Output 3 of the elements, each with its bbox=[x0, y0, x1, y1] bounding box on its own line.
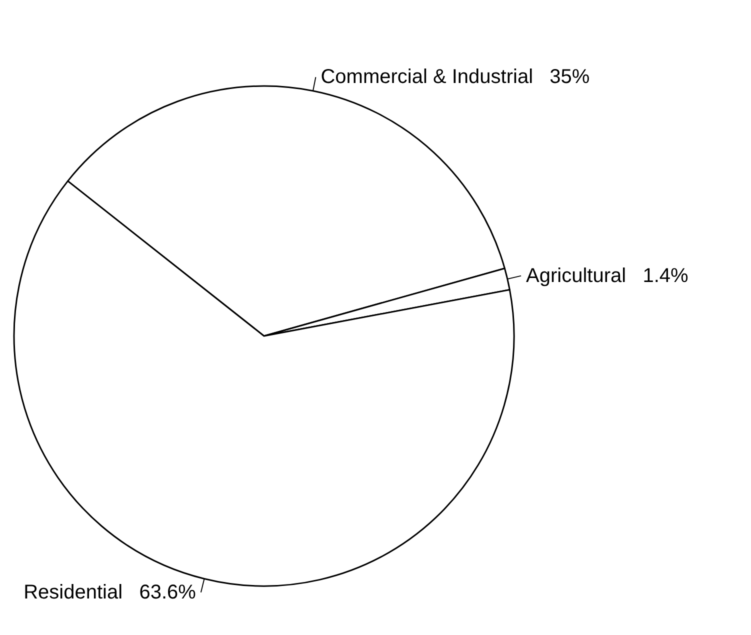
slice-label: Commercial & Industrial 35% bbox=[320, 66, 590, 88]
slice-label: Residential 63.6% bbox=[24, 581, 196, 604]
slice-label: Agricultural 1.4% bbox=[526, 264, 689, 287]
